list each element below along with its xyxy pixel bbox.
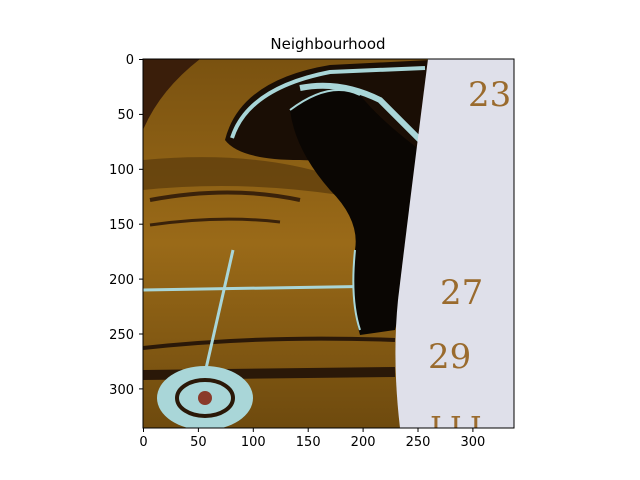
- windshield-trim: [299, 82, 423, 143]
- y-tick-label: 250: [109, 328, 134, 343]
- x-tick-label: 150: [296, 435, 321, 450]
- page-number: 27: [440, 273, 483, 313]
- book-page: [395, 59, 514, 428]
- x-tick-label: 300: [460, 435, 485, 450]
- headlight-center: [198, 391, 212, 405]
- y-axis: 0 50 100 150 200 250 300: [109, 53, 143, 398]
- dark-silhouette: [290, 90, 420, 335]
- plot-title: Neighbourhood: [270, 35, 385, 53]
- image-area: 23 27 29 LLI: [143, 59, 514, 446]
- y-tick-label: 50: [117, 108, 134, 123]
- body-stripe: [149, 190, 301, 202]
- hood-band: [143, 157, 340, 195]
- axes-frame: [142, 58, 515, 429]
- y-tick-label: 0: [126, 53, 134, 68]
- x-tick-label: 250: [406, 435, 431, 450]
- page-number: 29: [428, 337, 471, 377]
- x-tick-label: 200: [351, 435, 376, 450]
- dark-corner: [143, 59, 200, 130]
- headlight-ring: [175, 378, 235, 418]
- chrome-strip: [143, 336, 396, 350]
- chrome-strip: [143, 284, 391, 292]
- windshield-trim: [230, 66, 426, 139]
- page-number: LLI: [430, 411, 482, 446]
- y-tick-label: 150: [109, 218, 134, 233]
- body-stripe: [149, 217, 281, 227]
- page-number: 23: [468, 75, 511, 115]
- x-tick-label: 50: [190, 435, 207, 450]
- x-tick-label: 100: [241, 435, 266, 450]
- silhouette-outline: [289, 89, 361, 331]
- x-tick-label: 0: [139, 435, 147, 450]
- x-axis: 0 50 100 150 200 250 300: [139, 428, 485, 450]
- y-tick-label: 100: [109, 163, 134, 178]
- y-tick-label: 300: [109, 383, 134, 398]
- y-tick-label: 200: [109, 273, 134, 288]
